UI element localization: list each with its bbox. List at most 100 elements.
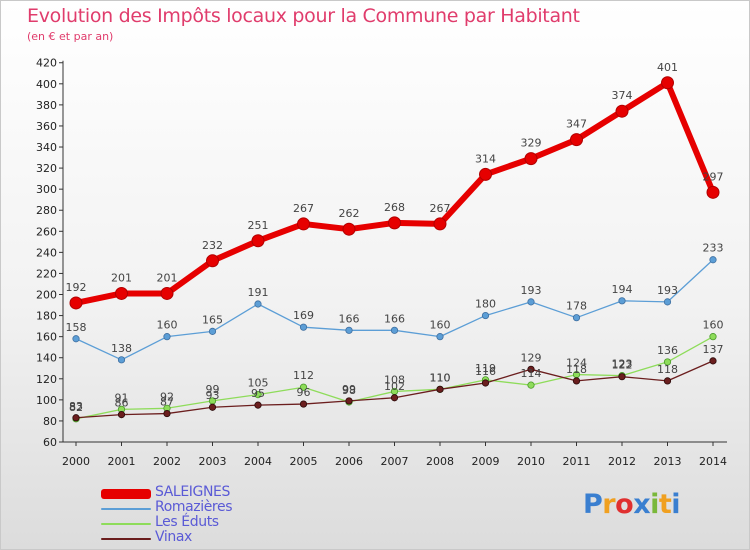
- data-label-3: 118: [657, 363, 678, 376]
- x-tick-label: 2009: [472, 455, 500, 468]
- data-point-2: [254, 390, 262, 399]
- data-point-1: [254, 300, 262, 308]
- x-tick-label: 2004: [244, 455, 272, 468]
- y-tick-label: 400: [36, 78, 57, 91]
- data-point-0: [388, 216, 401, 230]
- data-point-0: [479, 167, 492, 181]
- data-label-2: 110: [430, 371, 451, 384]
- data-point-0: [69, 296, 83, 310]
- data-label-1: 180: [475, 298, 496, 311]
- legend-swatch: [101, 489, 151, 499]
- data-label-2: 160: [703, 319, 724, 332]
- data-point-3: [436, 385, 444, 393]
- data-point-1: [527, 298, 535, 306]
- chart-subtitle: (en € et par an): [27, 30, 114, 43]
- data-point-1: [72, 335, 80, 343]
- data-label-0: 347: [566, 118, 587, 131]
- data-point-2: [527, 381, 535, 389]
- data-point-0: [342, 222, 356, 236]
- logo-letter: i: [650, 489, 659, 520]
- data-label-1: 138: [111, 342, 132, 355]
- legend-label: SALEIGNES: [155, 484, 230, 500]
- data-label-3: 93: [206, 389, 220, 402]
- data-point-2: [709, 333, 717, 341]
- data-point-3: [345, 397, 353, 405]
- data-point-0: [115, 286, 128, 300]
- data-label-1: 169: [293, 309, 314, 322]
- y-tick-label: 80: [43, 415, 57, 428]
- data-label-3: 110: [430, 371, 451, 384]
- data-point-0: [570, 133, 583, 147]
- data-label-3: 86: [115, 397, 129, 410]
- data-label-1: 193: [657, 284, 678, 297]
- data-label-2: 99: [206, 383, 220, 396]
- data-point-1: [117, 356, 126, 364]
- x-tick-label: 2005: [290, 455, 318, 468]
- legend-label: Les Éduts: [155, 514, 219, 530]
- data-point-0: [251, 234, 265, 248]
- data-label-3: 102: [384, 380, 405, 393]
- y-tick-label: 380: [36, 99, 57, 112]
- y-tick-label: 280: [36, 204, 57, 217]
- data-label-2: 124: [566, 357, 587, 370]
- data-label-1: 233: [703, 242, 724, 255]
- data-label-0: 329: [521, 137, 542, 150]
- data-label-2: 105: [248, 377, 269, 390]
- y-tick-label: 100: [36, 394, 57, 407]
- data-label-0: 314: [475, 152, 496, 165]
- legend-swatch: [101, 523, 151, 525]
- y-tick-label: 60: [43, 436, 57, 449]
- data-label-1: 178: [566, 300, 587, 313]
- line-chart: 60 80 100 120 140 160 180 200 220 240 260 280 300 320…: [36, 57, 727, 468]
- data-label-2: 136: [657, 344, 678, 357]
- data-label-3: 95: [251, 387, 265, 400]
- data-point-0: [706, 185, 720, 199]
- x-tick-label: 2002: [153, 455, 181, 468]
- data-label-1: 158: [66, 321, 87, 334]
- data-label-0: 401: [657, 61, 678, 74]
- logo-letter: P: [583, 489, 603, 520]
- y-tick-label: 240: [36, 246, 57, 259]
- data-point-0: [524, 152, 538, 166]
- data-label-3: 99: [342, 383, 356, 396]
- y-tick-label: 420: [36, 57, 57, 70]
- data-label-2: 114: [521, 367, 542, 380]
- x-tick-label: 2011: [563, 455, 591, 468]
- data-label-0: 262: [339, 207, 360, 220]
- data-label-0: 297: [703, 170, 724, 183]
- data-label-3: 87: [160, 396, 174, 409]
- data-point-3: [618, 373, 626, 381]
- data-label-3: 116: [475, 365, 496, 378]
- x-tick-label: 2010: [517, 455, 545, 468]
- data-point-1: [390, 326, 399, 334]
- data-point-2: [299, 383, 308, 391]
- x-tick-label: 2006: [335, 455, 363, 468]
- data-point-0: [160, 286, 174, 300]
- data-point-1: [709, 256, 717, 264]
- data-point-3: [208, 403, 217, 411]
- data-label-3: 96: [297, 386, 311, 399]
- data-label-3: 83: [69, 400, 83, 413]
- y-tick-label: 120: [36, 373, 57, 386]
- data-point-1: [208, 327, 217, 335]
- y-tick-label: 300: [36, 183, 57, 196]
- legend-label: Vinax: [155, 529, 192, 545]
- data-point-3: [163, 409, 171, 418]
- logo-letter: o: [615, 489, 634, 520]
- data-point-2: [663, 358, 672, 366]
- data-label-3: 137: [703, 343, 724, 356]
- data-label-1: 191: [248, 286, 269, 299]
- data-label-0: 251: [248, 219, 269, 232]
- data-point-3: [572, 377, 581, 385]
- data-point-0: [661, 76, 674, 90]
- legend-label: Romazières: [155, 499, 233, 515]
- data-point-3: [254, 401, 262, 409]
- y-tick-label: 140: [36, 352, 57, 365]
- data-label-2: 123: [612, 358, 633, 371]
- data-point-3: [527, 365, 535, 373]
- x-tick-label: 2003: [199, 455, 227, 468]
- data-point-1: [163, 333, 171, 341]
- data-point-0: [615, 104, 629, 118]
- data-point-3: [117, 411, 126, 419]
